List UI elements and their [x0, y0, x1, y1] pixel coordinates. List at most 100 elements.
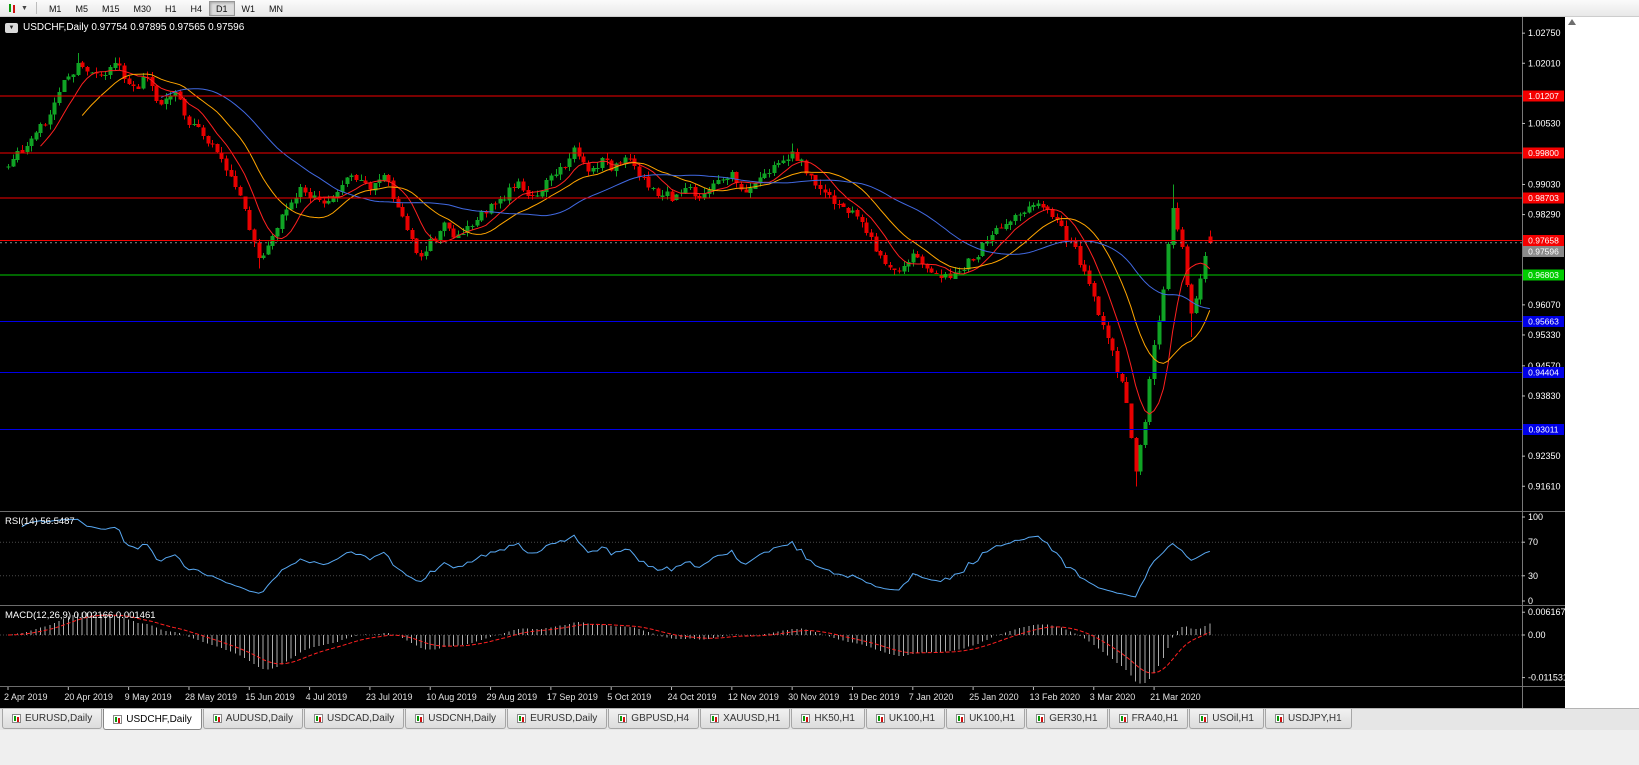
- macd-signal-line: [7, 614, 1211, 674]
- macd-axis-label: 0.00: [1528, 630, 1546, 640]
- date-label: 9 May 2019: [125, 692, 172, 702]
- price-line-tag-0-93011[interactable]: 0.93011: [1523, 423, 1564, 435]
- chart-tab-icon: [1118, 714, 1128, 723]
- timeframe-button-w1[interactable]: W1: [241, 3, 256, 14]
- chart-tab-5-eurusd-daily[interactable]: EURUSD,Daily: [507, 709, 608, 729]
- chart-tab-14-usdjpy-h1[interactable]: USDJPY,H1: [1264, 709, 1352, 729]
- chart-tab-0-eurusd-daily[interactable]: EURUSD,Daily: [2, 709, 103, 729]
- price-line-tag-0-97658[interactable]: 0.97658: [1523, 234, 1564, 246]
- price-line-tag-0-96803[interactable]: 0.96803: [1523, 269, 1564, 281]
- chart-tab-13-usoil-h1[interactable]: USOil,H1: [1189, 709, 1264, 729]
- chart-tab-label: GER30,H1: [1049, 713, 1098, 724]
- date-label: 30 Nov 2019: [788, 692, 839, 702]
- date-label: 20 Apr 2019: [64, 692, 113, 702]
- price-axis-label: 0.96070: [1528, 300, 1561, 310]
- chart-tab-10-uk100-h1[interactable]: UK100,H1: [946, 709, 1026, 729]
- rsi-axis-label: 0: [1528, 596, 1533, 606]
- price-line-tag-0-95663[interactable]: 0.95663: [1523, 315, 1564, 327]
- macd-histogram: [12, 612, 1211, 684]
- timeframe-button-group: M1 M5 M15 M30 H1 H4 D1 W1 MN: [42, 0, 290, 16]
- chart-tab-label: AUDUSD,Daily: [225, 713, 294, 724]
- chart-tab-9-uk100-h1[interactable]: UK100,H1: [865, 709, 946, 729]
- price-axis-label: 0.99030: [1528, 179, 1561, 189]
- chart-tab-label: USDCNH,Daily: [428, 713, 497, 724]
- chart-tab-3-usdcad-daily[interactable]: USDCAD,Daily: [304, 709, 405, 729]
- timeframe-button-h1[interactable]: H1: [165, 3, 177, 14]
- date-label: 5 Oct 2019: [607, 692, 651, 702]
- one-click-trading-arrow-icon[interactable]: ▼: [5, 22, 18, 33]
- chart-tab-label: USDCHF,Daily: [126, 713, 192, 725]
- macd-axis-label: -0.011531: [1528, 673, 1565, 683]
- price-axis-label: 0.98290: [1528, 210, 1561, 220]
- chart-tab-label: USOil,H1: [1212, 713, 1254, 724]
- svg-text:0.93011: 0.93011: [1528, 424, 1558, 434]
- timeframe-button-m5[interactable]: M5: [75, 3, 88, 14]
- date-label: 12 Nov 2019: [728, 692, 779, 702]
- price-line-tag-0-99800[interactable]: 0.99800: [1523, 147, 1564, 159]
- scroll-arrow-icon[interactable]: [1568, 19, 1576, 25]
- chart-tab-icon: [517, 714, 527, 723]
- price-line-tag-1-01207[interactable]: 1.01207: [1523, 90, 1564, 102]
- svg-text:0.96803: 0.96803: [1528, 270, 1559, 280]
- chart-type-button[interactable]: ▼: [4, 1, 31, 16]
- chart-tab-label: UK100,H1: [888, 713, 936, 724]
- timeframe-button-mn[interactable]: MN: [269, 3, 284, 14]
- price-chart-canvas[interactable]: 1.02750 1.02010 1.00530 0.99030 0.98290 0.960…: [0, 17, 1568, 708]
- chart-tab-icon: [212, 714, 222, 723]
- chart-tab-bar: EURUSD,Daily USDCHF,Daily AUDUSD,Daily USDC…: [0, 708, 1639, 730]
- date-label: 21 Mar 2020: [1150, 692, 1201, 702]
- date-label: 24 Oct 2019: [668, 692, 717, 702]
- chart-tab-8-hk50-h1[interactable]: HK50,H1: [791, 709, 865, 729]
- chart-tab-11-ger30-h1[interactable]: GER30,H1: [1026, 709, 1108, 729]
- price-line-tag-0-94404[interactable]: 0.94404: [1523, 367, 1564, 379]
- date-label: 10 Aug 2019: [426, 692, 477, 702]
- time-axis[interactable]: 2 Apr 2019 20 Apr 2019 9 May 2019 28 May 20…: [4, 687, 1201, 702]
- bid-price-tag[interactable]: 0.97596: [1523, 245, 1564, 257]
- price-line-tag-0-98703[interactable]: 0.98703: [1523, 192, 1564, 204]
- date-label: 7 Jan 2020: [909, 692, 954, 702]
- chart-tab-icon: [1199, 714, 1209, 723]
- chart-tab-icon: [314, 714, 324, 723]
- macd-indicator-label: MACD(12,26,9) 0.002166 0.001461: [5, 610, 156, 621]
- chart-tab-icon: [1036, 714, 1046, 723]
- timeframe-button-m1[interactable]: M1: [48, 3, 62, 14]
- date-label: 29 Aug 2019: [487, 692, 538, 702]
- chart-tab-4-usdcnh-daily[interactable]: USDCNH,Daily: [405, 709, 507, 729]
- price-axis-label: 1.00530: [1528, 118, 1561, 128]
- chart-tab-1-usdchf-daily[interactable]: USDCHF,Daily: [103, 709, 202, 730]
- top-toolbar: ▼ M1 M5 M15 M30 H1 H4 D1 W1 MN: [0, 0, 1639, 17]
- timeframe-button-h4[interactable]: H4: [190, 3, 203, 14]
- price-axis-label: 0.91610: [1528, 481, 1561, 491]
- chart-tab-label: UK100,H1: [969, 713, 1016, 724]
- date-label: 15 Jun 2019: [245, 692, 295, 702]
- chart-window[interactable]: 1.02750 1.02010 1.00530 0.99030 0.98290 0.960…: [0, 17, 1568, 708]
- chart-tab-icon: [113, 714, 123, 724]
- dropdown-caret-icon: ▼: [21, 4, 28, 12]
- price-axis[interactable]: 1.02750 1.02010 1.00530 0.99030 0.98290 0.960…: [1522, 28, 1568, 683]
- timeframe-button-m30[interactable]: M30: [133, 3, 151, 14]
- date-label: 28 May 2019: [185, 692, 237, 702]
- chart-tab-2-audusd-daily[interactable]: AUDUSD,Daily: [202, 709, 304, 729]
- timeframe-button-m15[interactable]: M15: [101, 3, 120, 14]
- date-label: 23 Jul 2019: [366, 692, 413, 702]
- toolbar-separator: [35, 2, 37, 14]
- chart-tab-6-gbpusd-h4[interactable]: GBPUSD,H4: [608, 709, 700, 729]
- svg-text:0.98703: 0.98703: [1528, 193, 1559, 203]
- chart-tab-icon: [12, 714, 21, 723]
- price-axis-label: 0.92350: [1528, 451, 1561, 461]
- chart-tab-12-fra40-h1[interactable]: FRA40,H1: [1108, 709, 1189, 729]
- ma-medium-line: [81, 73, 1211, 364]
- timeframe-button-d1[interactable]: D1: [209, 0, 235, 16]
- macd-axis-label: 0.006167: [1528, 607, 1565, 617]
- chart-tab-label: FRA40,H1: [1131, 713, 1179, 724]
- svg-text:0.94404: 0.94404: [1528, 368, 1559, 378]
- chart-tab-7-xauusd-h1[interactable]: XAUUSD,H1: [700, 709, 791, 729]
- price-axis-label: 1.02750: [1528, 28, 1561, 38]
- candles-layer: [6, 53, 1213, 487]
- chart-tab-label: XAUUSD,H1: [723, 713, 781, 724]
- chart-tab-icon: [875, 714, 885, 723]
- svg-text:0.99800: 0.99800: [1528, 148, 1559, 158]
- date-label: 3 Mar 2020: [1090, 692, 1136, 702]
- chart-tab-icon: [1274, 714, 1284, 723]
